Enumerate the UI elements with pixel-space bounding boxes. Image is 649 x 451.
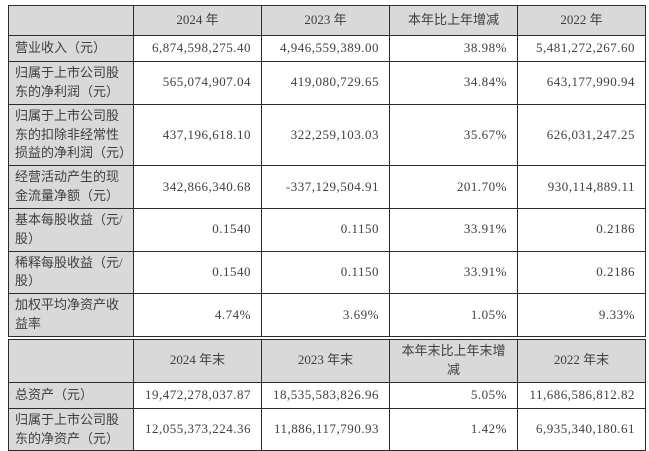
table-row-operating-cash-flow: 经营活动产生的现金流量净额（元） 342,866,340.68 -337,129…	[8, 165, 646, 209]
value-2022: 0.2186	[517, 207, 646, 252]
value-2023: 419,080,729.65	[261, 61, 390, 105]
corner-cell	[8, 338, 134, 383]
header-2024: 2024 年	[133, 5, 262, 36]
value-yoy: 34.84%	[389, 61, 518, 105]
value-2024: 437,196,618.10	[133, 103, 262, 167]
header-yoy-change: 本年比上年增减	[389, 5, 518, 36]
header-2023-yearend: 2023 年末	[261, 338, 390, 383]
table-row-revenue: 营业收入（元） 6,874,598,275.40 4,946,559,389.0…	[8, 35, 646, 62]
row-label: 归属于上市公司股东的净资产（元）	[8, 407, 134, 451]
value-2023: 322,259,103.03	[261, 103, 390, 167]
row-label: 加权平均净资产收益率	[8, 293, 134, 337]
row-label: 稀释每股收益（元/股）	[8, 250, 134, 295]
value-2022: 643,177,990.94	[517, 61, 646, 105]
table-row-net-profit-excl-nonrecurring: 归属于上市公司股东的扣除非经常性损益的净利润（元） 437,196,618.10…	[8, 103, 646, 167]
table-row-net-profit: 归属于上市公司股东的净利润（元） 565,074,907.04 419,080,…	[8, 61, 646, 105]
yearend-figures-table: 2024 年末 2023 年末 本年末比上年末增减 2022 年末 总资产（元）…	[8, 338, 646, 451]
row-label: 总资产（元）	[8, 381, 134, 409]
table-row-total-assets: 总资产（元） 19,472,278,037.87 18,535,583,826.…	[8, 381, 646, 409]
value-yoy: 33.91%	[389, 250, 518, 295]
header-2024-yearend: 2024 年末	[133, 338, 262, 383]
value-2023: 0.1150	[261, 250, 390, 295]
value-2022: 6,935,340,180.61	[517, 407, 646, 451]
value-2022: 0.2186	[517, 250, 646, 295]
row-label: 基本每股收益（元/股）	[8, 207, 134, 252]
value-2024: 565,074,907.04	[133, 61, 262, 105]
table-row-net-assets: 归属于上市公司股东的净资产（元） 12,055,373,224.36 11,88…	[8, 407, 646, 451]
value-change: 1.42%	[389, 407, 518, 451]
value-yoy: 38.98%	[389, 35, 518, 62]
value-2023: 18,535,583,826.96	[261, 381, 390, 409]
header-yearend-change: 本年末比上年末增减	[389, 338, 518, 383]
header-2023: 2023 年	[261, 5, 390, 36]
table-row-diluted-eps: 稀释每股收益（元/股） 0.1540 0.1150 33.91% 0.2186	[8, 250, 646, 295]
table-row-weighted-avg-roe: 加权平均净资产收益率 4.74% 3.69% 1.05% 9.33%	[8, 293, 646, 337]
value-2024: 19,472,278,037.87	[133, 381, 262, 409]
table-row-basic-eps: 基本每股收益（元/股） 0.1540 0.1150 33.91% 0.2186	[8, 207, 646, 252]
row-label: 归属于上市公司股东的净利润（元）	[8, 61, 134, 105]
value-2024: 342,866,340.68	[133, 165, 262, 209]
header-2022-yearend: 2022 年末	[517, 338, 646, 383]
value-2024: 6,874,598,275.40	[133, 35, 262, 62]
value-2023: 4,946,559,389.00	[261, 35, 390, 62]
value-2023: 11,886,117,790.93	[261, 407, 390, 451]
value-yoy: 35.67%	[389, 103, 518, 167]
period-header-row: 2024 年 2023 年 本年比上年增减 2022 年	[8, 5, 646, 36]
value-2022: 626,031,247.25	[517, 103, 646, 167]
value-2024: 0.1540	[133, 250, 262, 295]
value-2023: -337,129,504.91	[261, 165, 390, 209]
row-label: 经营活动产生的现金流量净额（元）	[8, 165, 134, 209]
value-2023: 0.1150	[261, 207, 390, 252]
value-2022: 930,114,889.11	[517, 165, 646, 209]
value-yoy: 201.70%	[389, 165, 518, 209]
value-yoy: 1.05%	[389, 293, 518, 337]
value-2024: 0.1540	[133, 207, 262, 252]
value-2022: 11,686,586,812.82	[517, 381, 646, 409]
value-2024: 12,055,373,224.36	[133, 407, 262, 451]
value-2022: 5,481,272,267.60	[517, 35, 646, 62]
value-2024: 4.74%	[133, 293, 262, 337]
header-2022: 2022 年	[517, 5, 646, 36]
value-2023: 3.69%	[261, 293, 390, 337]
corner-cell	[8, 5, 134, 36]
row-label: 营业收入（元）	[8, 35, 134, 62]
row-label: 归属于上市公司股东的扣除非经常性损益的净利润（元）	[8, 103, 134, 167]
value-2022: 9.33%	[517, 293, 646, 337]
value-yoy: 33.91%	[389, 207, 518, 252]
period-figures-table: 2024 年 2023 年 本年比上年增减 2022 年 营业收入（元） 6,8…	[8, 5, 646, 337]
financial-summary-page: 2024 年 2023 年 本年比上年增减 2022 年 营业收入（元） 6,8…	[8, 5, 646, 451]
yearend-header-row: 2024 年末 2023 年末 本年末比上年末增减 2022 年末	[8, 338, 646, 383]
value-change: 5.05%	[389, 381, 518, 409]
